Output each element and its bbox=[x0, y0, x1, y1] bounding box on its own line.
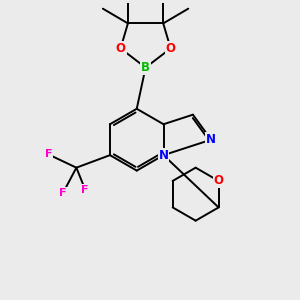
Text: N: N bbox=[158, 149, 169, 162]
Text: O: O bbox=[214, 174, 224, 188]
Text: O: O bbox=[166, 42, 176, 55]
Text: N: N bbox=[206, 133, 216, 146]
Text: B: B bbox=[141, 61, 150, 74]
Text: F: F bbox=[59, 188, 67, 198]
Text: F: F bbox=[82, 185, 89, 195]
Text: F: F bbox=[45, 149, 52, 159]
Text: O: O bbox=[116, 42, 126, 55]
